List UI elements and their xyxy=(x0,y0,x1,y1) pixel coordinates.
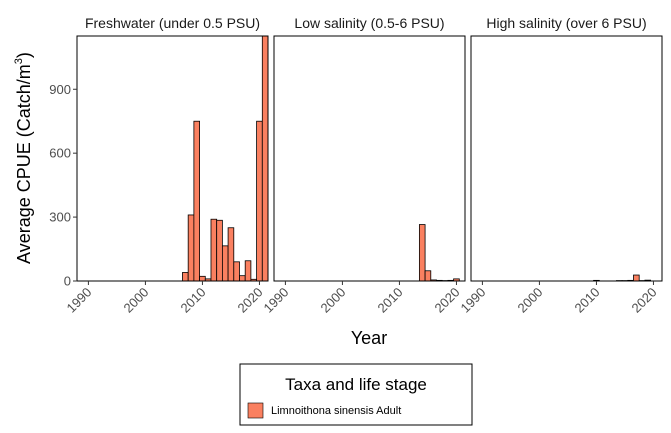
x-tick-label: 2020 xyxy=(432,285,463,316)
y-axis: 0 300 600 900 xyxy=(49,82,77,289)
x-tick-label: 2020 xyxy=(235,285,266,316)
panel-border xyxy=(470,35,663,282)
legend: Taxa and life stage Limnoithona sinensis… xyxy=(239,363,473,426)
panel-title: Freshwater (under 0.5 PSU) xyxy=(85,15,260,31)
x-tick-label: 1990 xyxy=(260,285,291,316)
bar xyxy=(210,218,218,281)
legend-box xyxy=(239,363,473,426)
bar xyxy=(424,270,432,281)
bar-series xyxy=(593,274,651,281)
bar xyxy=(633,274,640,281)
bar xyxy=(227,227,235,281)
x-tick-label: 1990 xyxy=(63,285,94,316)
y-tick-label: 600 xyxy=(49,146,71,161)
panel-1: Freshwater (under 0.5 PSU) 1990 2000 2010 20… xyxy=(63,15,269,316)
bar xyxy=(216,219,223,281)
bar xyxy=(193,120,200,281)
x-tick-label: 2010 xyxy=(374,285,405,316)
bar xyxy=(256,120,263,281)
x-tick-label: 2000 xyxy=(514,285,545,316)
panel-title: Low salinity (0.5-6 PSU) xyxy=(294,15,444,31)
legend-title: Taxa and life stage xyxy=(285,375,427,394)
x-tick-label: 1990 xyxy=(457,285,488,316)
bar xyxy=(453,278,460,281)
y-axis-title-close: ) xyxy=(14,52,34,58)
bar xyxy=(233,261,240,281)
y-tick-label: 900 xyxy=(49,82,71,97)
x-tick-label: 2010 xyxy=(571,285,602,316)
x-axis-title: Year xyxy=(351,328,387,348)
panel-title: High salinity (over 6 PSU) xyxy=(486,15,646,31)
y-axis-title: Average CPUE (Catch/m3) xyxy=(13,52,34,264)
y-tick-label: 300 xyxy=(49,210,71,225)
x-tick-label: 2010 xyxy=(177,285,208,316)
x-tick-label: 2000 xyxy=(317,285,348,316)
bar xyxy=(418,224,426,281)
legend-label-limnoithona-sinensis-adult: Limnoithona sinensis Adult xyxy=(271,405,401,417)
bar xyxy=(244,260,252,281)
bar xyxy=(182,272,189,281)
panel-3: High salinity (over 6 PSU) 1990 2000 2010 20… xyxy=(457,15,663,316)
y-axis-title-main: Average CPUE (Catch/m xyxy=(14,64,34,264)
bar-series xyxy=(182,36,268,281)
y-tick-label: 0 xyxy=(64,274,71,289)
panel-border xyxy=(273,35,466,282)
x-tick-label: 2020 xyxy=(629,285,660,316)
bar xyxy=(187,214,195,281)
panel-2: Low salinity (0.5-6 PSU) 1990 2000 2010 2020 xyxy=(260,15,466,316)
bar-series xyxy=(418,224,460,281)
bar xyxy=(239,275,246,281)
bar xyxy=(261,36,268,281)
chart-panels: Freshwater (under 0.5 PSU) 1990 2000 2010 20… xyxy=(63,15,663,316)
legend-key-limnoithona-sinensis-adult xyxy=(247,402,264,419)
x-tick-label: 2000 xyxy=(120,285,151,316)
bar xyxy=(221,245,229,281)
bar xyxy=(199,275,206,281)
y-axis-title-superscript: 3 xyxy=(13,58,25,64)
panel-border xyxy=(76,35,269,282)
